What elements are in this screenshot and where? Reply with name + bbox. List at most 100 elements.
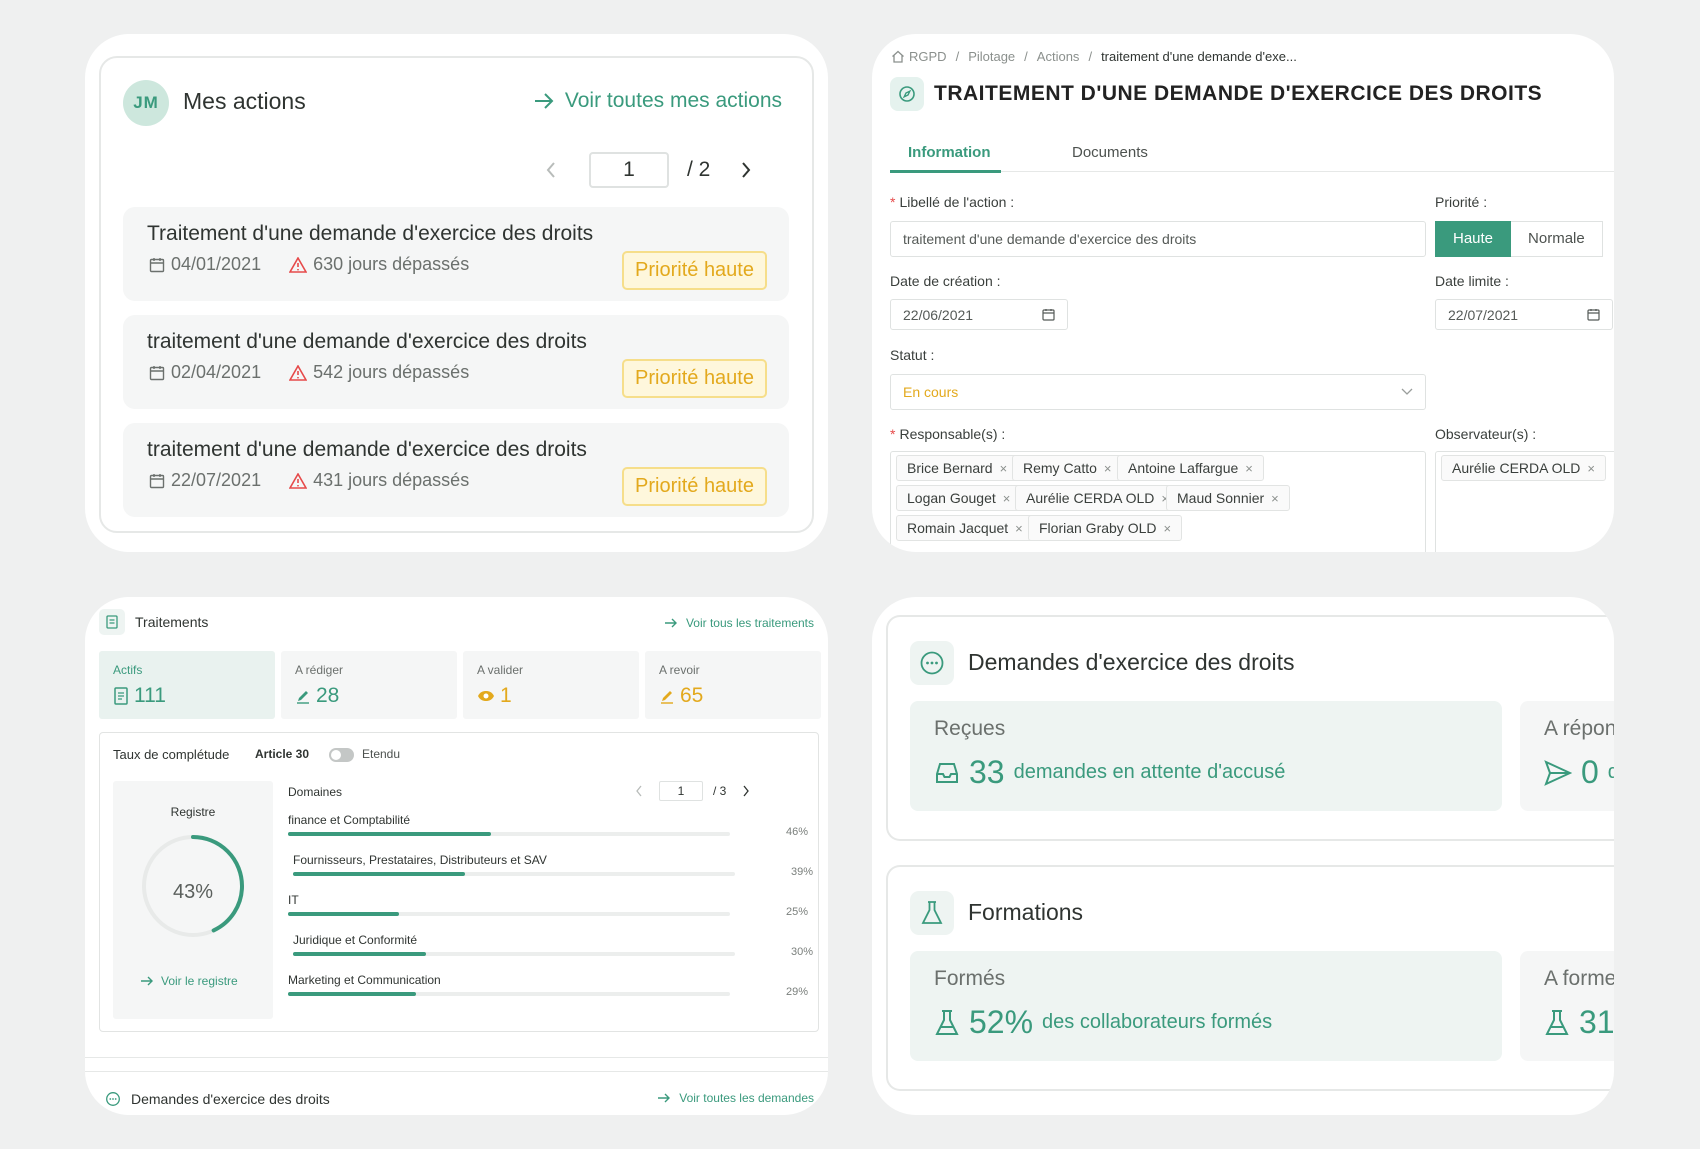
priority-haute-button[interactable]: Haute — [1435, 221, 1512, 257]
required-mark: * — [890, 194, 896, 210]
see-all-actions-link[interactable]: Voir toutes mes actions — [533, 89, 782, 113]
registre-title: Registre — [170, 805, 216, 819]
breadcrumb-current: traitement d'une demande d'exe... — [1101, 49, 1297, 64]
statut-label: Statut : — [890, 347, 935, 363]
formes-tile[interactable]: Formés 52% des collaborateurs formés — [910, 951, 1502, 1061]
close-icon[interactable]: × — [1245, 460, 1253, 476]
my-actions-panel: JM Mes actions Voir toutes mes actions 1… — [99, 56, 814, 533]
domaine-row: Fournisseurs, Prestataires, Distributeur… — [288, 853, 813, 891]
stat-a-valider[interactable]: A valider 1 — [463, 651, 639, 719]
voir-registre-link[interactable]: Voir le registre — [140, 974, 238, 988]
send-icon — [1544, 759, 1572, 786]
stat-a-revoir[interactable]: A revoir 65 — [645, 651, 821, 719]
tag-label: Logan Gouget — [907, 490, 996, 506]
warning-icon — [289, 256, 308, 273]
action-item[interactable]: Traitement d'une demande d'exercice des … — [123, 207, 789, 301]
tab-information[interactable]: Information — [908, 144, 991, 161]
formations-section-title: Formations — [968, 899, 1084, 925]
limit-date-input[interactable]: 22/07/2021 — [1435, 299, 1613, 330]
domaine-progress — [288, 832, 492, 836]
breadcrumb-actions[interactable]: Actions — [1036, 49, 1080, 64]
action-title: traitement d'une demande d'exercice des … — [147, 438, 587, 461]
close-icon[interactable]: × — [1002, 490, 1011, 506]
next-page-icon[interactable] — [742, 785, 750, 797]
close-icon[interactable]: × — [1103, 460, 1112, 476]
responsables-label: * Responsable(s) : — [890, 426, 1005, 442]
tag-label: Florian Graby OLD — [1039, 520, 1157, 536]
actions-pager: 1 / 2 — [545, 152, 752, 188]
domaines-page-input[interactable]: 1 — [659, 781, 703, 801]
close-icon[interactable]: × — [1163, 520, 1172, 536]
statut-select[interactable]: En cours — [890, 374, 1426, 410]
tag-label: Remy Catto — [1023, 460, 1097, 476]
prev-page-icon[interactable] — [545, 161, 557, 179]
a-former-tile[interactable]: A former 31 — [1520, 951, 1614, 1061]
action-item[interactable]: traitement d'une demande d'exercice des … — [123, 315, 789, 409]
domaine-name: Fournisseurs, Prestataires, Distributeur… — [293, 853, 547, 867]
responsable-tag: Aurélie CERDA OLD × — [1015, 485, 1180, 511]
etendu-toggle[interactable] — [329, 748, 354, 762]
demandes-section: Demandes d'exercice des droits Reçues 33… — [886, 615, 1614, 841]
libelle-input[interactable]: traitement d'une demande d'exercice des … — [890, 221, 1426, 257]
stat-label: Actifs — [113, 663, 143, 677]
breadcrumb-pilotage[interactable]: Pilotage — [968, 49, 1016, 64]
calendar-icon — [149, 257, 165, 273]
domaine-row: Juridique et Conformité 30% — [288, 933, 813, 971]
page-input[interactable]: 1 — [589, 152, 669, 188]
flask-icon — [910, 891, 954, 935]
recues-tile[interactable]: Reçues 33 demandes en attente d'accusé — [910, 701, 1502, 811]
calendar-icon — [1587, 308, 1600, 321]
tile-text: demandes en attente d'accusé — [1013, 761, 1286, 783]
overdue-text: 431 jours dépassés — [313, 470, 470, 490]
stat-label: A rédiger — [295, 663, 344, 677]
stat-value: 65 — [680, 684, 704, 707]
divider — [85, 1057, 828, 1058]
tile-value: 52% — [969, 1004, 1034, 1040]
tile-text: de — [1607, 761, 1614, 783]
prev-page-icon[interactable] — [635, 785, 643, 797]
pencil-icon — [659, 688, 675, 704]
arrow-right-icon — [140, 975, 154, 987]
priority-normale-button[interactable]: Normale — [1511, 221, 1603, 257]
see-all-demandes-link[interactable]: Voir toutes les demandes — [657, 1091, 814, 1105]
see-all-traitements-link[interactable]: Voir tous les traitements — [664, 616, 814, 630]
priorite-label: Priorité : — [1435, 194, 1488, 210]
action-item[interactable]: traitement d'une demande d'exercice des … — [123, 423, 789, 517]
warning-icon — [289, 472, 308, 489]
responsables-select[interactable]: Brice Bernard × Remy Catto × Antoine Laffa… — [890, 451, 1426, 552]
observateurs-select[interactable]: Aurélie CERDA OLD × — [1435, 451, 1614, 552]
stat-a-rediger[interactable]: A rédiger 28 — [281, 651, 457, 719]
domaine-percentage: 30% — [790, 946, 813, 958]
traitements-header: Traitements — [99, 609, 208, 635]
priority-badge: Priorité haute — [622, 359, 767, 398]
close-icon[interactable]: × — [1587, 460, 1595, 476]
action-date: 04/01/2021 — [171, 254, 262, 274]
breadcrumb-rgpd[interactable]: RGPD — [909, 49, 947, 64]
domaine-row: Marketing et Communication 29% — [288, 973, 808, 1011]
creation-date-input[interactable]: 22/06/2021 — [890, 299, 1068, 330]
inbox-icon — [934, 761, 960, 785]
a-repondre-tile[interactable]: A répond 0 de — [1520, 701, 1614, 811]
tag-label: Aurélie CERDA OLD — [1452, 460, 1581, 476]
responsable-tag: Brice Bernard × — [896, 455, 1019, 481]
domaine-progress — [288, 912, 399, 916]
tag-label: Aurélie CERDA OLD — [1026, 490, 1155, 506]
domaine-name: Juridique et Conformité — [293, 933, 418, 947]
stat-actifs[interactable]: Actifs 111 — [99, 651, 275, 719]
responsable-tag: Antoine Laffargue × — [1117, 455, 1264, 481]
next-page-icon[interactable] — [740, 161, 752, 179]
close-icon[interactable]: × — [999, 460, 1008, 476]
close-icon[interactable]: × — [1271, 490, 1279, 506]
observateurs-label: Observateur(s) : — [1435, 426, 1537, 442]
etendu-label: Etendu — [362, 747, 401, 761]
tab-documents[interactable]: Documents — [1072, 144, 1148, 161]
tile-value: 33 — [969, 754, 1005, 790]
responsable-tag: Romain Jacquet × — [896, 515, 1034, 541]
responsable-tag: Maud Sonnier × — [1166, 485, 1290, 511]
domaine-name: finance et Comptabilité — [288, 813, 411, 827]
limit-date-value: 22/07/2021 — [1448, 306, 1519, 323]
calendar-icon — [149, 473, 165, 489]
close-icon[interactable]: × — [1015, 520, 1023, 536]
close-icon[interactable]: × — [1161, 491, 1169, 506]
active-tab-indicator — [890, 170, 1001, 173]
